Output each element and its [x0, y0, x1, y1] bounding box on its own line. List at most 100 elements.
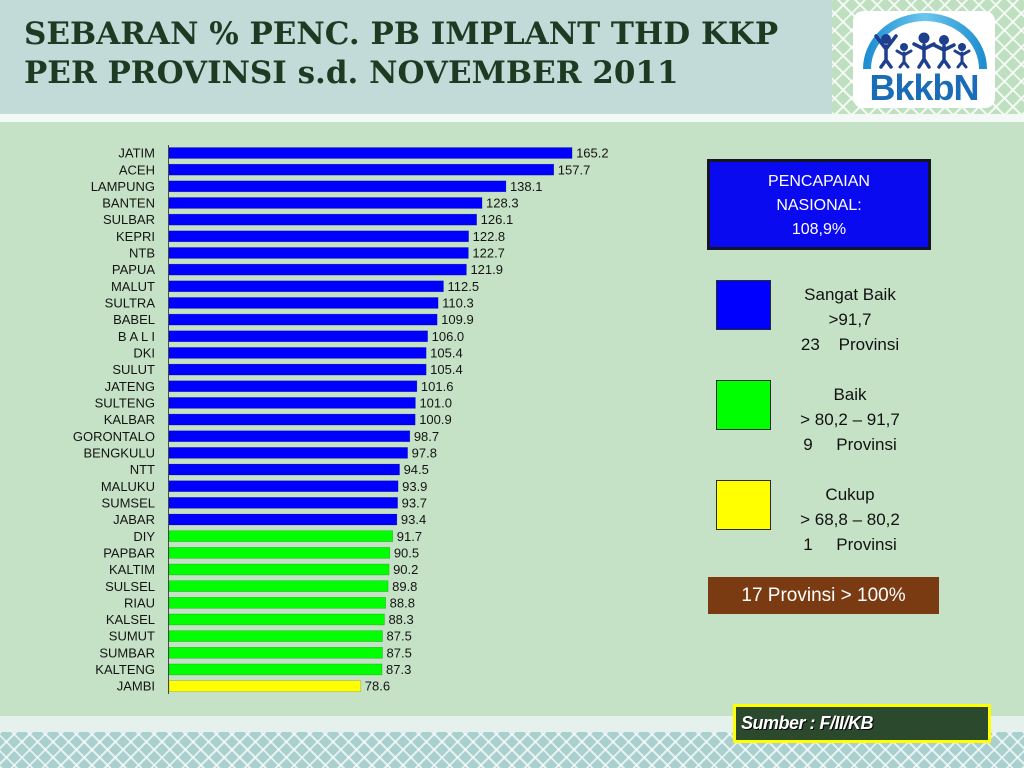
legend-swatch-baik — [716, 380, 771, 430]
bar-kepri — [168, 230, 469, 243]
value-label-ntt: 94.5 — [404, 462, 429, 477]
category-label-papua: PAPUA — [112, 262, 155, 277]
legend-count: 1 Provinsi — [803, 535, 897, 554]
value-label-jateng: 101.6 — [421, 379, 454, 394]
category-label-papbar: PAPBAR — [103, 545, 155, 560]
bar-sulsel — [168, 580, 389, 592]
value-label-papbar: 90.5 — [394, 545, 419, 560]
bar-jabar — [168, 513, 398, 526]
bar-maluku — [168, 480, 399, 493]
bar-sultra — [168, 297, 439, 309]
slide-title-line-2: PER PROVINSI s.d. NOVEMBER 2011 — [24, 55, 679, 91]
value-label-bengkulu: 97.8 — [412, 445, 437, 460]
category-label-kepri: KEPRI — [116, 229, 155, 244]
category-label-kalbar: KALBAR — [104, 412, 155, 427]
bar-ntb — [168, 247, 469, 259]
bar-papbar — [168, 547, 391, 559]
bar-dki — [168, 347, 427, 359]
national-value: 108,9% — [791, 221, 847, 238]
category-label-ntt: NTT — [130, 462, 155, 477]
category-label-lampung: LAMPUNG — [91, 179, 155, 194]
category-label-sumut: SUMUT — [109, 629, 155, 644]
source-note: Sumber : F/II/KB — [733, 704, 991, 743]
category-label-malut: MALUT — [111, 279, 155, 294]
bar-banten — [168, 197, 483, 209]
slide-header: SEBARAN % PENC. PB IMPLANT THD KKP PER P… — [0, 0, 832, 114]
bar-bengkulu — [168, 447, 408, 459]
legend-label: Baik — [833, 385, 867, 404]
category-label-sulteng: SULTENG — [95, 396, 155, 411]
category-label-banten: BANTEN — [102, 196, 155, 211]
value-label-maluku: 93.9 — [402, 479, 427, 494]
value-label-kepri: 122.8 — [473, 229, 506, 244]
bar-jateng — [168, 380, 418, 393]
category-label-jambi: JAMBI — [117, 679, 155, 694]
legend-entry-baik: Baik > 80,2 – 91,7 9 Provinsi — [775, 382, 925, 457]
category-label-jabar: JABAR — [113, 512, 155, 527]
legend-label: Sangat Baik — [804, 285, 896, 304]
value-label-sumut: 87.5 — [387, 629, 412, 644]
bar-aceh — [168, 163, 555, 176]
national-line-2: NASIONAL: — [776, 197, 862, 214]
value-label-diy: 91.7 — [397, 529, 422, 544]
slide-title-line-1: SEBARAN % PENC. PB IMPLANT THD KKP — [24, 16, 779, 52]
value-label-ntb: 122.7 — [472, 246, 505, 261]
national-line-1: PENCAPAIAN — [768, 173, 870, 190]
bar-sulbar — [168, 213, 477, 226]
category-label-sulsel: SULSEL — [105, 579, 155, 594]
legend-swatch-cukup — [716, 480, 771, 530]
person-figure-icon — [932, 35, 956, 69]
value-label-jatim: 165.2 — [576, 146, 609, 161]
value-label-jabar: 93.4 — [401, 512, 426, 527]
category-label-sumbar: SUMBAR — [99, 645, 155, 660]
bar-kalbar — [168, 413, 416, 426]
logo-arc — [863, 13, 987, 70]
legend-count: 9 Provinsi — [803, 435, 897, 454]
bar-sulteng — [168, 397, 416, 409]
legend-count: 23 Provinsi — [800, 335, 900, 354]
category-label-kalteng: KALTENG — [95, 662, 155, 677]
national-achievement-box: PENCAPAIAN NASIONAL: 108,9% — [707, 159, 931, 250]
bar-babel — [168, 313, 438, 326]
category-label-ntb: NTB — [129, 246, 155, 261]
value-label-bali: 106.0 — [432, 329, 465, 344]
value-label-sumsel: 93.7 — [402, 495, 427, 510]
value-label-kalteng: 87.3 — [386, 662, 411, 677]
legend-range: > 68,8 – 80,2 — [800, 510, 900, 529]
bar-ntt — [168, 463, 400, 476]
category-label-maluku: MALUKU — [101, 479, 155, 494]
value-label-sulbar: 126.1 — [481, 212, 514, 227]
category-label-jateng: JATENG — [105, 379, 155, 394]
bar-malut — [168, 280, 444, 293]
value-label-sulteng: 101.0 — [419, 396, 452, 411]
bar-bali — [168, 330, 428, 343]
category-label-jatim: JATIM — [118, 146, 155, 161]
category-label-sultra: SULTRA — [105, 296, 156, 311]
bkkbn-logo: BkkbN — [853, 11, 995, 108]
category-label-riau: RIAU — [124, 595, 155, 610]
bar-kaltim — [168, 563, 390, 576]
category-label-babel: BABEL — [113, 312, 155, 327]
bkkbn-logo-graphic: BkkbN — [863, 13, 987, 108]
value-label-papua: 121.9 — [470, 262, 503, 277]
category-label-sulbar: SULBAR — [103, 212, 155, 227]
legend-range: >91,7 — [828, 310, 872, 329]
legend-entry-sangat-baik: Sangat Baik >91,7 23 Provinsi — [775, 282, 925, 357]
category-label-diy: DIY — [133, 529, 155, 544]
bar-riau — [168, 597, 386, 609]
summary-badge: 17 Provinsi > 100% — [708, 577, 939, 614]
value-label-sulsel: 89.8 — [392, 579, 417, 594]
value-label-banten: 128.3 — [486, 196, 519, 211]
value-label-aceh: 157.7 — [558, 162, 591, 177]
bar-sumut — [168, 630, 383, 642]
category-label-kalsel: KALSEL — [106, 612, 155, 627]
bar-series: JATIM 165.2 ACEH 157.7 LAMPUNG 138.1 BANTEN 128… — [73, 146, 609, 694]
person-figure-icon — [912, 32, 936, 69]
value-label-kalbar: 100.9 — [419, 412, 452, 427]
bar-jambi — [168, 680, 362, 692]
bar-kalsel — [168, 613, 385, 626]
bar-papua — [168, 263, 467, 276]
child-figure-icon — [895, 43, 913, 69]
value-label-sulut: 105.4 — [430, 362, 463, 377]
legend-entry-cukup: Cukup > 68,8 – 80,2 1 Provinsi — [775, 482, 925, 557]
